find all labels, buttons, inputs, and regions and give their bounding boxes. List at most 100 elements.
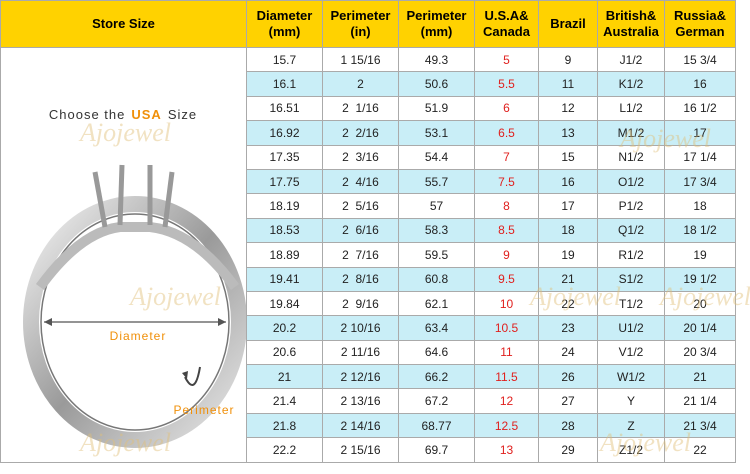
cell: 20.2 [246,315,323,341]
size-row: 19.84 2 9/16 62.1 10 22 T1/2 20 [1,290,736,317]
cell: 67.2 [398,388,475,414]
cell: P1/2 [597,193,665,219]
cell: 68.77 [398,412,475,439]
cell: 2 7/16 [322,242,399,268]
header-line: Russia& [673,8,727,23]
cell: 18 [664,193,736,219]
cell: R1/2 [597,242,665,268]
header-line: Perimeter [406,8,467,23]
cell: 50.6 [398,71,475,97]
cell: 69.7 [398,437,475,463]
cell: 17 [538,193,598,219]
cell: 62.1 [398,290,475,317]
ring-illustration: Diameter Perimeter [23,164,246,448]
caption-text: Choose the [48,107,126,122]
cell: 2 10/16 [322,315,399,341]
cell: 16.92 [246,120,323,146]
column-header: U.S.A& Canada [474,0,539,48]
cell: 20 [664,290,736,317]
cell: 2 15/16 [322,437,399,463]
header-line: Perimeter [330,8,391,23]
cell: 53.1 [398,120,475,146]
cell: 16 1/2 [664,95,736,122]
cell: 12.5 [474,412,539,439]
cell: 2 1/16 [322,95,399,122]
cell: 51.9 [398,95,475,122]
diameter-label: Diameter [110,329,167,343]
cell: 9 [538,46,598,73]
caption-highlight: USA [131,107,162,122]
column-header: Russia& German [664,0,736,48]
cell: W1/2 [597,364,665,390]
size-row: 18.89 2 7/16 59.5 9 19 R1/2 19 [1,242,736,268]
cell: 63.4 [398,315,475,341]
cell: 23 [538,315,598,341]
perimeter-arrow [184,366,201,386]
header-line: Canada [483,24,530,39]
cell: 16 [664,71,736,97]
cell: 17 3/4 [664,168,736,195]
column-header: Perimeter (in) [322,0,399,48]
cell: 64.6 [398,339,475,366]
header-line: Brazil [550,16,586,31]
size-row: 17.35 2 3/16 54.4 7 15 N1/2 17 1/4 [1,144,736,170]
cell: 22 [538,290,598,317]
cell: 22.2 [246,437,323,463]
cell: 21.4 [246,388,323,414]
store-size-header: Store Size [0,0,247,48]
cell: 2 [322,71,399,97]
cell: T1/2 [597,290,665,317]
cell: K1/2 [597,71,665,97]
size-row: 20.6 2 11/16 64.6 11 24 V1/2 20 3/4 [1,339,736,366]
header-line: Australia [603,24,659,39]
cell: 18.19 [246,193,323,219]
cell: 11 [538,71,598,97]
cell: 2 14/16 [322,412,399,439]
cell: O1/2 [597,168,665,195]
arrow-head [182,371,188,379]
column-header: Brazil [538,0,598,48]
cell: 1 15/16 [322,46,399,73]
cell: 2 6/16 [322,217,399,244]
cell: 9 [474,242,539,268]
cell: 60.8 [398,266,475,292]
cell: 26 [538,364,598,390]
cell: 19.84 [246,290,323,317]
cell: 55.7 [398,168,475,195]
cell: 18 [538,217,598,244]
cell: 18.89 [246,242,323,268]
cell: 19 [664,242,736,268]
header-line: Diameter [256,8,313,23]
cell: 2 3/16 [322,144,399,170]
ring-shoulder [35,222,240,290]
cell: 24 [538,339,598,366]
ring-band [23,196,246,448]
cell: 20 3/4 [664,339,736,366]
cell: 54.4 [398,144,475,170]
cell: 11.5 [474,364,539,390]
size-row: 21 2 12/16 66.2 11.5 26 W1/2 21 [1,364,736,390]
cell: 5 [474,46,539,73]
header-line: British& [605,8,657,23]
cell: 57 [398,193,475,219]
cell: 6.5 [474,120,539,146]
size-row: 19.41 2 8/16 60.8 9.5 21 S1/2 19 1/2 [1,266,736,292]
cell: 2 9/16 [322,290,399,317]
cell: 27 [538,388,598,414]
size-row: 21.8 2 14/16 68.77 12.5 28 Z 21 3/4 [1,412,736,439]
cell: 12 [474,388,539,414]
cell: N1/2 [597,144,665,170]
header-line: (mm) [420,24,453,39]
cell: 17 [664,120,736,146]
cell: 13 [474,437,539,463]
cell: 5.5 [474,71,539,97]
cell: 28 [538,412,598,439]
caption: Choose the USA Size [0,107,246,122]
cell: 2 12/16 [322,364,399,390]
cell: 21.8 [246,412,323,439]
cell: 20 1/4 [664,315,736,341]
cell: 22 [664,437,736,463]
cell: Z1/2 [597,437,665,463]
cell: 2 8/16 [322,266,399,292]
